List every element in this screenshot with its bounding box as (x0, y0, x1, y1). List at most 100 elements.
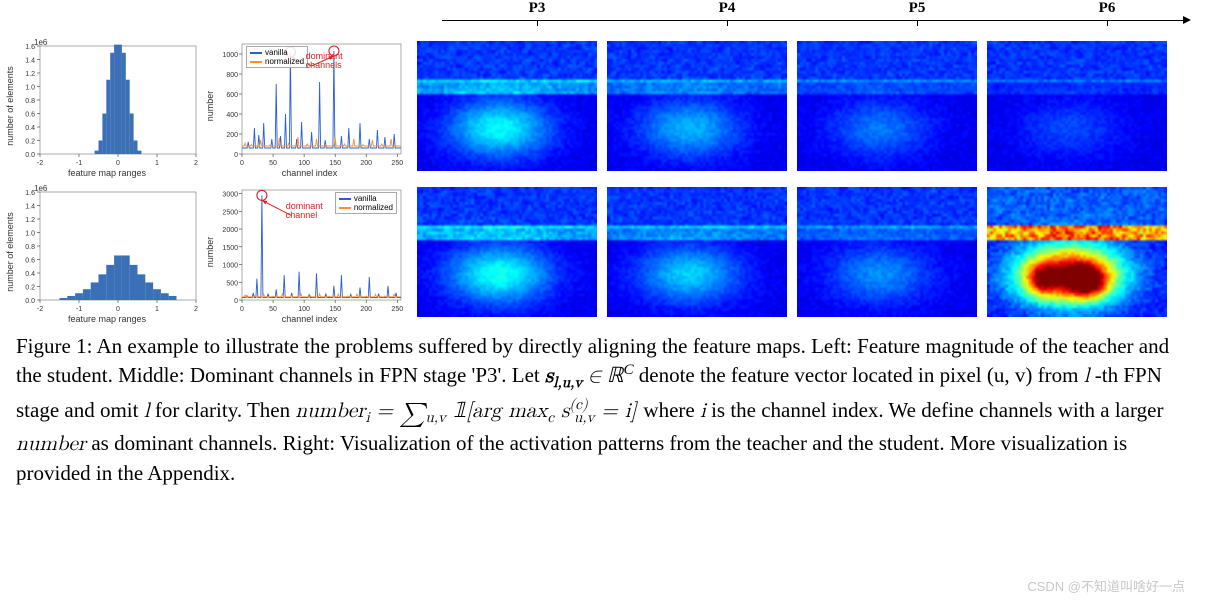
histogram-0: 0.00.20.40.60.81.01.21.41.6-2-1012number… (12, 36, 202, 176)
svg-text:0.6: 0.6 (25, 258, 35, 265)
svg-text:100: 100 (298, 306, 310, 313)
hist-ylabel: number of elements (5, 212, 15, 292)
line-ylabel: number (205, 91, 215, 122)
legend: vanillanormalized (335, 192, 397, 214)
feature-map-canvas (417, 187, 597, 317)
svg-text:600: 600 (226, 92, 238, 99)
svg-text:200: 200 (360, 306, 372, 313)
caption-text: as dominant channels. Right: Visualizati… (16, 431, 1127, 485)
svg-text:0: 0 (234, 152, 238, 159)
axis-arrow (1183, 16, 1191, 24)
svg-text:50: 50 (269, 160, 277, 167)
svg-text:150: 150 (329, 306, 341, 313)
feature-map-r1-2 (797, 187, 977, 317)
lineplot-1: 050010001500200025003000050100150200250n… (212, 182, 407, 322)
caption-text: for clarity. Then (155, 398, 296, 422)
svg-text:0: 0 (116, 306, 120, 313)
feature-map-canvas (797, 41, 977, 171)
svg-text:1.4: 1.4 (25, 58, 35, 65)
math-number: number (16, 434, 86, 455)
caption-text: is the channel index. We define channels… (711, 398, 1163, 422)
caption-text: where (643, 398, 700, 422)
feature-map-canvas (607, 187, 787, 317)
svg-text:1: 1 (155, 160, 159, 167)
figure-caption: Figure 1: An example to illustrate the p… (0, 322, 1205, 487)
line-xlabel: channel index (282, 314, 338, 324)
hist-exp: 1e6 (34, 38, 47, 47)
svg-text:200: 200 (360, 160, 372, 167)
axis-label-p6: P6 (1099, 0, 1116, 17)
svg-text:0.8: 0.8 (25, 244, 35, 251)
svg-text:-1: -1 (76, 306, 82, 313)
svg-text:-1: -1 (76, 160, 82, 167)
histogram-svg: 0.00.20.40.60.81.01.21.41.6-2-1012 (12, 36, 202, 176)
hist-xlabel: feature map ranges (68, 314, 146, 324)
math-sluv: sl,u,v (545, 366, 582, 387)
axis-line (442, 20, 1183, 21)
figure-container: P3P4P5P6 0.00.20.40.60.81.01.21.41.6-2-1… (0, 0, 1205, 322)
svg-text:50: 50 (269, 306, 277, 313)
math-l: l (144, 401, 150, 422)
chart-row-1: 0.00.20.40.60.81.01.21.41.6-2-1012number… (12, 182, 1193, 322)
annotation-label: dominantchannels (306, 52, 343, 71)
feature-map-r0-2 (797, 41, 977, 171)
svg-text:1: 1 (155, 306, 159, 313)
svg-text:0.8: 0.8 (25, 98, 35, 105)
axis-tick (1107, 20, 1108, 26)
svg-text:200: 200 (226, 132, 238, 139)
line-xlabel: channel index (282, 168, 338, 178)
svg-text:0.0: 0.0 (25, 298, 35, 305)
svg-text:0.4: 0.4 (25, 271, 35, 278)
axis-label-p3: P3 (529, 0, 546, 17)
hist-exp: 1e6 (34, 184, 47, 193)
svg-text:0: 0 (116, 160, 120, 167)
svg-text:500: 500 (226, 280, 238, 287)
svg-text:800: 800 (226, 72, 238, 79)
watermark: CSDN @不知道叫啥好一点 (1027, 576, 1185, 595)
svg-text:1500: 1500 (222, 245, 238, 252)
svg-text:0: 0 (234, 298, 238, 305)
histogram-svg: 0.00.20.40.60.81.01.21.41.6-2-1012 (12, 182, 202, 322)
feature-map-r1-1 (607, 187, 787, 317)
svg-text:250: 250 (391, 306, 403, 313)
svg-text:1.0: 1.0 (25, 231, 35, 238)
svg-text:250: 250 (391, 160, 403, 167)
feature-map-r0-0 (417, 41, 597, 171)
svg-text:0.4: 0.4 (25, 125, 35, 132)
svg-text:1000: 1000 (222, 52, 238, 59)
feature-map-r0-1 (607, 41, 787, 171)
svg-text:100: 100 (298, 160, 310, 167)
hist-ylabel: number of elements (5, 66, 15, 146)
hist-xlabel: feature map ranges (68, 168, 146, 178)
svg-text:-2: -2 (37, 160, 43, 167)
histogram-1: 0.00.20.40.60.81.01.21.41.6-2-1012number… (12, 182, 202, 322)
svg-text:3000: 3000 (222, 192, 238, 199)
chart-row-0: 0.00.20.40.60.81.01.21.41.6-2-1012number… (12, 36, 1193, 176)
feature-map-canvas (987, 41, 1167, 171)
feature-map-canvas (797, 187, 977, 317)
svg-text:0: 0 (240, 160, 244, 167)
axis-label-p4: P4 (719, 0, 736, 17)
svg-text:2: 2 (194, 306, 198, 313)
feature-map-canvas (607, 41, 787, 171)
math-l: l (1084, 366, 1090, 387)
math-RC: ℝC (607, 363, 634, 387)
svg-text:-2: -2 (37, 306, 43, 313)
svg-text:0.2: 0.2 (25, 285, 35, 292)
fpn-axis: P3P4P5P6 (442, 2, 1193, 30)
axis-tick (917, 20, 918, 26)
svg-text:2: 2 (194, 160, 198, 167)
math-formula: numberi = ∑u,v 𝟙[arg maxc s(c)u,v = i] (295, 401, 643, 422)
feature-map-canvas (417, 41, 597, 171)
feature-map-canvas (987, 187, 1167, 317)
svg-text:1.0: 1.0 (25, 85, 35, 92)
svg-text:0.2: 0.2 (25, 139, 35, 146)
svg-text:2000: 2000 (222, 227, 238, 234)
feature-map-r1-0 (417, 187, 597, 317)
legend: vanillanormalized (246, 46, 308, 68)
rows-container: 0.00.20.40.60.81.01.21.41.6-2-1012number… (12, 30, 1193, 322)
svg-text:0.6: 0.6 (25, 112, 35, 119)
svg-text:150: 150 (329, 160, 341, 167)
annotation-label: dominantchannel (286, 202, 323, 221)
line-ylabel: number (205, 237, 215, 268)
